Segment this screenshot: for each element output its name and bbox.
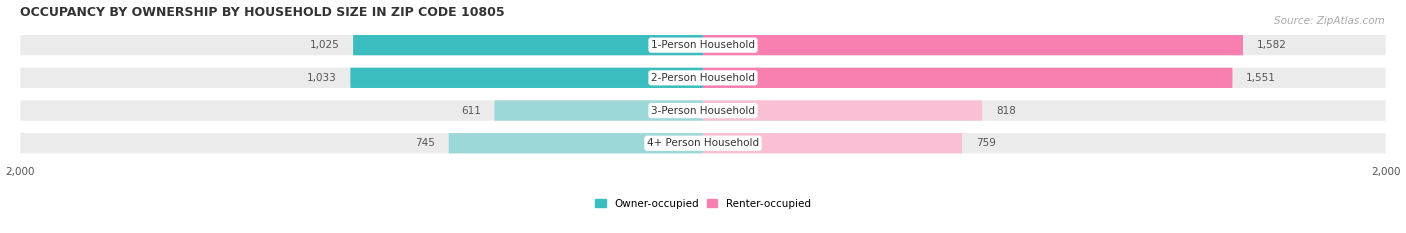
Text: 745: 745: [415, 138, 434, 148]
FancyBboxPatch shape: [495, 100, 703, 121]
Text: 1,582: 1,582: [1257, 40, 1286, 50]
FancyBboxPatch shape: [350, 68, 703, 88]
FancyBboxPatch shape: [703, 100, 983, 121]
Text: 3-Person Household: 3-Person Household: [651, 106, 755, 116]
Legend: Owner-occupied, Renter-occupied: Owner-occupied, Renter-occupied: [591, 194, 815, 213]
Text: 1,551: 1,551: [1246, 73, 1277, 83]
FancyBboxPatch shape: [20, 100, 1386, 121]
Text: 2-Person Household: 2-Person Household: [651, 73, 755, 83]
FancyBboxPatch shape: [353, 35, 703, 55]
Text: 4+ Person Household: 4+ Person Household: [647, 138, 759, 148]
FancyBboxPatch shape: [20, 68, 1386, 88]
FancyBboxPatch shape: [20, 133, 1386, 153]
Text: 1,033: 1,033: [307, 73, 336, 83]
Text: 1,025: 1,025: [309, 40, 339, 50]
Text: 759: 759: [976, 138, 995, 148]
Text: 1-Person Household: 1-Person Household: [651, 40, 755, 50]
Text: 818: 818: [995, 106, 1015, 116]
FancyBboxPatch shape: [703, 68, 1233, 88]
FancyBboxPatch shape: [703, 35, 1243, 55]
FancyBboxPatch shape: [20, 35, 1386, 55]
Text: OCCUPANCY BY OWNERSHIP BY HOUSEHOLD SIZE IN ZIP CODE 10805: OCCUPANCY BY OWNERSHIP BY HOUSEHOLD SIZE…: [20, 6, 505, 19]
FancyBboxPatch shape: [703, 133, 962, 153]
Text: Source: ZipAtlas.com: Source: ZipAtlas.com: [1274, 16, 1385, 26]
FancyBboxPatch shape: [449, 133, 703, 153]
Text: 611: 611: [461, 106, 481, 116]
